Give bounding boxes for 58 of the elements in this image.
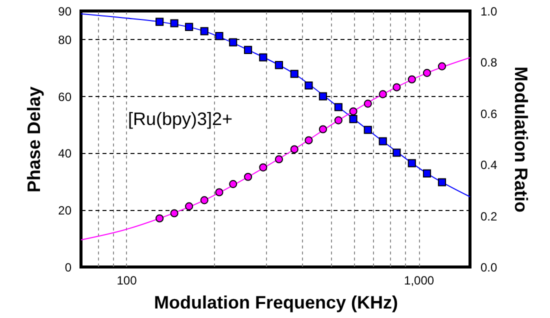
point: [274, 155, 283, 164]
point: [378, 90, 387, 98]
point: [318, 92, 328, 100]
x-tick-label: 100: [116, 274, 138, 288]
point: [215, 32, 224, 40]
y2-tick-label: 0.0: [480, 260, 498, 274]
point: [438, 62, 446, 70]
point: [318, 125, 328, 134]
point: [259, 53, 268, 62]
point: [290, 70, 298, 78]
x-tick-label: 1,000: [404, 274, 434, 288]
y-tick-label: 20: [58, 204, 72, 218]
point: [259, 163, 268, 172]
point: [304, 81, 313, 90]
point: [290, 145, 298, 154]
y-tick-label: 90: [58, 4, 72, 18]
point: [229, 38, 238, 46]
y-tick-label: 0: [64, 260, 72, 274]
y2-axis-title: Modulation Ratio: [511, 66, 532, 212]
point: [349, 115, 358, 124]
annotation: [Ru(bpy)3]2+: [128, 109, 233, 129]
y-axis-title: Phase Delay: [24, 86, 44, 193]
point: [229, 180, 238, 188]
y-tick-label: 60: [58, 90, 72, 104]
y-tick-label: 40: [58, 146, 72, 161]
y-tick-label: 80: [58, 32, 72, 47]
point: [378, 137, 387, 146]
point: [170, 19, 178, 28]
point: [392, 83, 401, 92]
y2-tick-label: 0.8: [480, 56, 498, 70]
point: [349, 107, 358, 116]
point: [304, 136, 313, 144]
point: [408, 159, 416, 168]
point: [215, 188, 224, 196]
point: [200, 196, 208, 204]
point: [170, 209, 178, 218]
point: [408, 75, 416, 84]
point: [185, 22, 194, 31]
point: [200, 27, 208, 36]
point: [422, 68, 432, 77]
y2-tick-label: 0.4: [480, 158, 498, 172]
y2-tick-label: 0.6: [480, 106, 498, 121]
point: [364, 126, 372, 134]
point: [334, 116, 342, 124]
point: [422, 169, 432, 178]
point: [244, 172, 252, 181]
point: [364, 100, 372, 108]
point: [334, 103, 342, 112]
point: [156, 214, 164, 222]
point: [274, 61, 283, 70]
point: [438, 178, 446, 186]
x-axis-title: Modulation Frequency (KHz): [154, 292, 398, 312]
point: [244, 46, 252, 54]
point: [156, 18, 164, 26]
y2-tick-label: 1.0: [480, 4, 498, 18]
point: [185, 202, 194, 210]
point: [392, 148, 401, 157]
y2-tick-label: 0.2: [480, 209, 498, 224]
